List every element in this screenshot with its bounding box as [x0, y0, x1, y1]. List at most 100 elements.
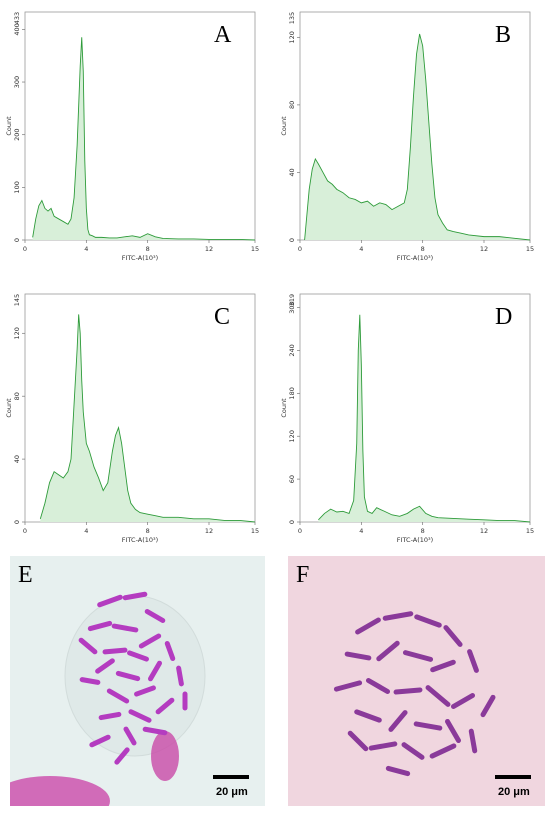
- x-tick-label: 8: [146, 245, 150, 253]
- y-tick-label: 0: [13, 238, 21, 242]
- x-tick-label: 8: [421, 527, 425, 535]
- x-tick-label: 0: [298, 527, 302, 535]
- chromosome: [106, 688, 130, 704]
- y-max-label: 433: [13, 12, 21, 24]
- y-tick-label: 180: [288, 387, 296, 399]
- y-tick-label: 300: [13, 76, 21, 88]
- scale-bar-e: [213, 775, 249, 779]
- scale-label-f: 20 μm: [498, 786, 530, 798]
- chromosome: [429, 743, 457, 759]
- chromosome: [385, 765, 411, 777]
- y-tick-label: 0: [13, 520, 21, 524]
- chromosome: [347, 730, 369, 752]
- chromosome: [134, 685, 156, 697]
- chromosome-spread-f: [333, 611, 496, 777]
- histogram-panel-a: 0 4 8 12 15 0 100 200 300 400 433 FITC-A(10³) Count …: [0, 0, 275, 270]
- chromosome: [155, 697, 175, 715]
- x-tick-label: 12: [480, 527, 488, 535]
- chromosome: [164, 640, 176, 662]
- histogram-line: [39, 314, 256, 523]
- chromosome: [102, 647, 128, 655]
- chromosome: [467, 649, 479, 673]
- panel-label-a: A: [214, 22, 232, 48]
- y-axis-label: Count: [280, 398, 288, 418]
- chromosomes-f: [333, 611, 496, 777]
- y-tick-label: 40: [288, 168, 296, 176]
- y-max-label: 319: [288, 294, 296, 306]
- chromosome: [115, 670, 141, 682]
- chromosome: [95, 658, 115, 674]
- chromosome-spread-e: [10, 591, 206, 806]
- histogram-fill: [304, 33, 530, 241]
- x-tick-label: 15: [526, 245, 534, 253]
- histogram-panel-b: 0 4 8 12 15 0 40 80 120 135 FITC-A(10³) Count B: [275, 0, 550, 270]
- chromosome: [111, 623, 139, 633]
- panel-label-d: D: [495, 304, 513, 330]
- chromosome: [480, 694, 496, 718]
- x-tick-label: 15: [251, 245, 259, 253]
- chromosome: [128, 709, 152, 723]
- chromosome: [382, 611, 414, 621]
- y-tick-label: 200: [13, 128, 21, 140]
- chromosome: [127, 650, 149, 662]
- y-tick-label: 80: [13, 392, 21, 400]
- scale-label-e: 20 μm: [216, 786, 248, 798]
- histogram-panel-c: 0 4 8 12 15 0 40 80 120 145 FITC-A(10³) Count C: [0, 282, 275, 552]
- x-axis-label: FITC-A(10³): [122, 254, 158, 262]
- histogram-b-svg: 0 4 8 12 15 0 40 80 120 135 FITC-A(10³) Count: [280, 11, 534, 262]
- y-axis-label: Count: [280, 116, 288, 136]
- y-tick-label: 0: [288, 238, 296, 242]
- histogram-c-svg: 0 4 8 12 15 0 40 80 120 145 FITC-A(10³) Count: [5, 293, 259, 544]
- chromosomes-e: [78, 591, 188, 765]
- micrograph-label-e: E: [18, 562, 33, 588]
- chromosome: [344, 651, 372, 661]
- chromosome: [368, 741, 398, 751]
- y-axis-label: Count: [5, 116, 13, 136]
- chromosome: [425, 685, 451, 707]
- y-tick-label: 80: [288, 101, 296, 109]
- y-max-label: 145: [13, 294, 21, 306]
- chromosome: [413, 721, 443, 731]
- chromosome: [468, 728, 478, 754]
- chromosome: [445, 718, 461, 744]
- x-axis-label: FITC-A(10³): [397, 254, 433, 262]
- x-tick-label: 8: [421, 245, 425, 253]
- y-tick-label: 240: [288, 344, 296, 356]
- chromosome: [430, 659, 456, 673]
- x-tick-label: 4: [359, 527, 363, 535]
- chromosome: [87, 620, 113, 632]
- chromosome: [144, 609, 166, 623]
- y-tick-label: 40: [13, 455, 21, 463]
- micrograph-f: F 20 μm: [288, 556, 545, 806]
- chromosome: [365, 678, 391, 694]
- y-axis-label: Count: [5, 398, 13, 418]
- chromosome: [443, 625, 463, 647]
- x-axis-label: FITC-A(10³): [397, 536, 433, 544]
- x-axis-label: FITC-A(10³): [122, 536, 158, 544]
- chromosome: [97, 594, 123, 608]
- panel-label-b: B: [495, 22, 512, 48]
- chromosome: [142, 726, 168, 736]
- x-tick-label: 0: [23, 527, 27, 535]
- histogram-line: [318, 314, 531, 523]
- chromosome: [78, 637, 98, 655]
- chromosome: [333, 680, 363, 692]
- micrograph-label-f: F: [296, 562, 310, 588]
- chromosome: [123, 726, 137, 746]
- chromosome: [138, 633, 162, 649]
- chromosome: [354, 709, 382, 723]
- y-tick-label: 400: [13, 23, 21, 35]
- y-tick-label: 60: [288, 475, 296, 483]
- x-tick-label: 8: [146, 527, 150, 535]
- y-tick-label: 0: [288, 520, 296, 524]
- chromosome: [376, 640, 400, 662]
- y-tick-label: 120: [288, 31, 296, 43]
- chromosome: [388, 710, 408, 732]
- chromosome: [414, 614, 442, 628]
- histogram-fill: [32, 37, 255, 240]
- histogram-line: [32, 37, 256, 241]
- histogram-fill: [40, 314, 256, 522]
- x-tick-label: 4: [359, 245, 363, 253]
